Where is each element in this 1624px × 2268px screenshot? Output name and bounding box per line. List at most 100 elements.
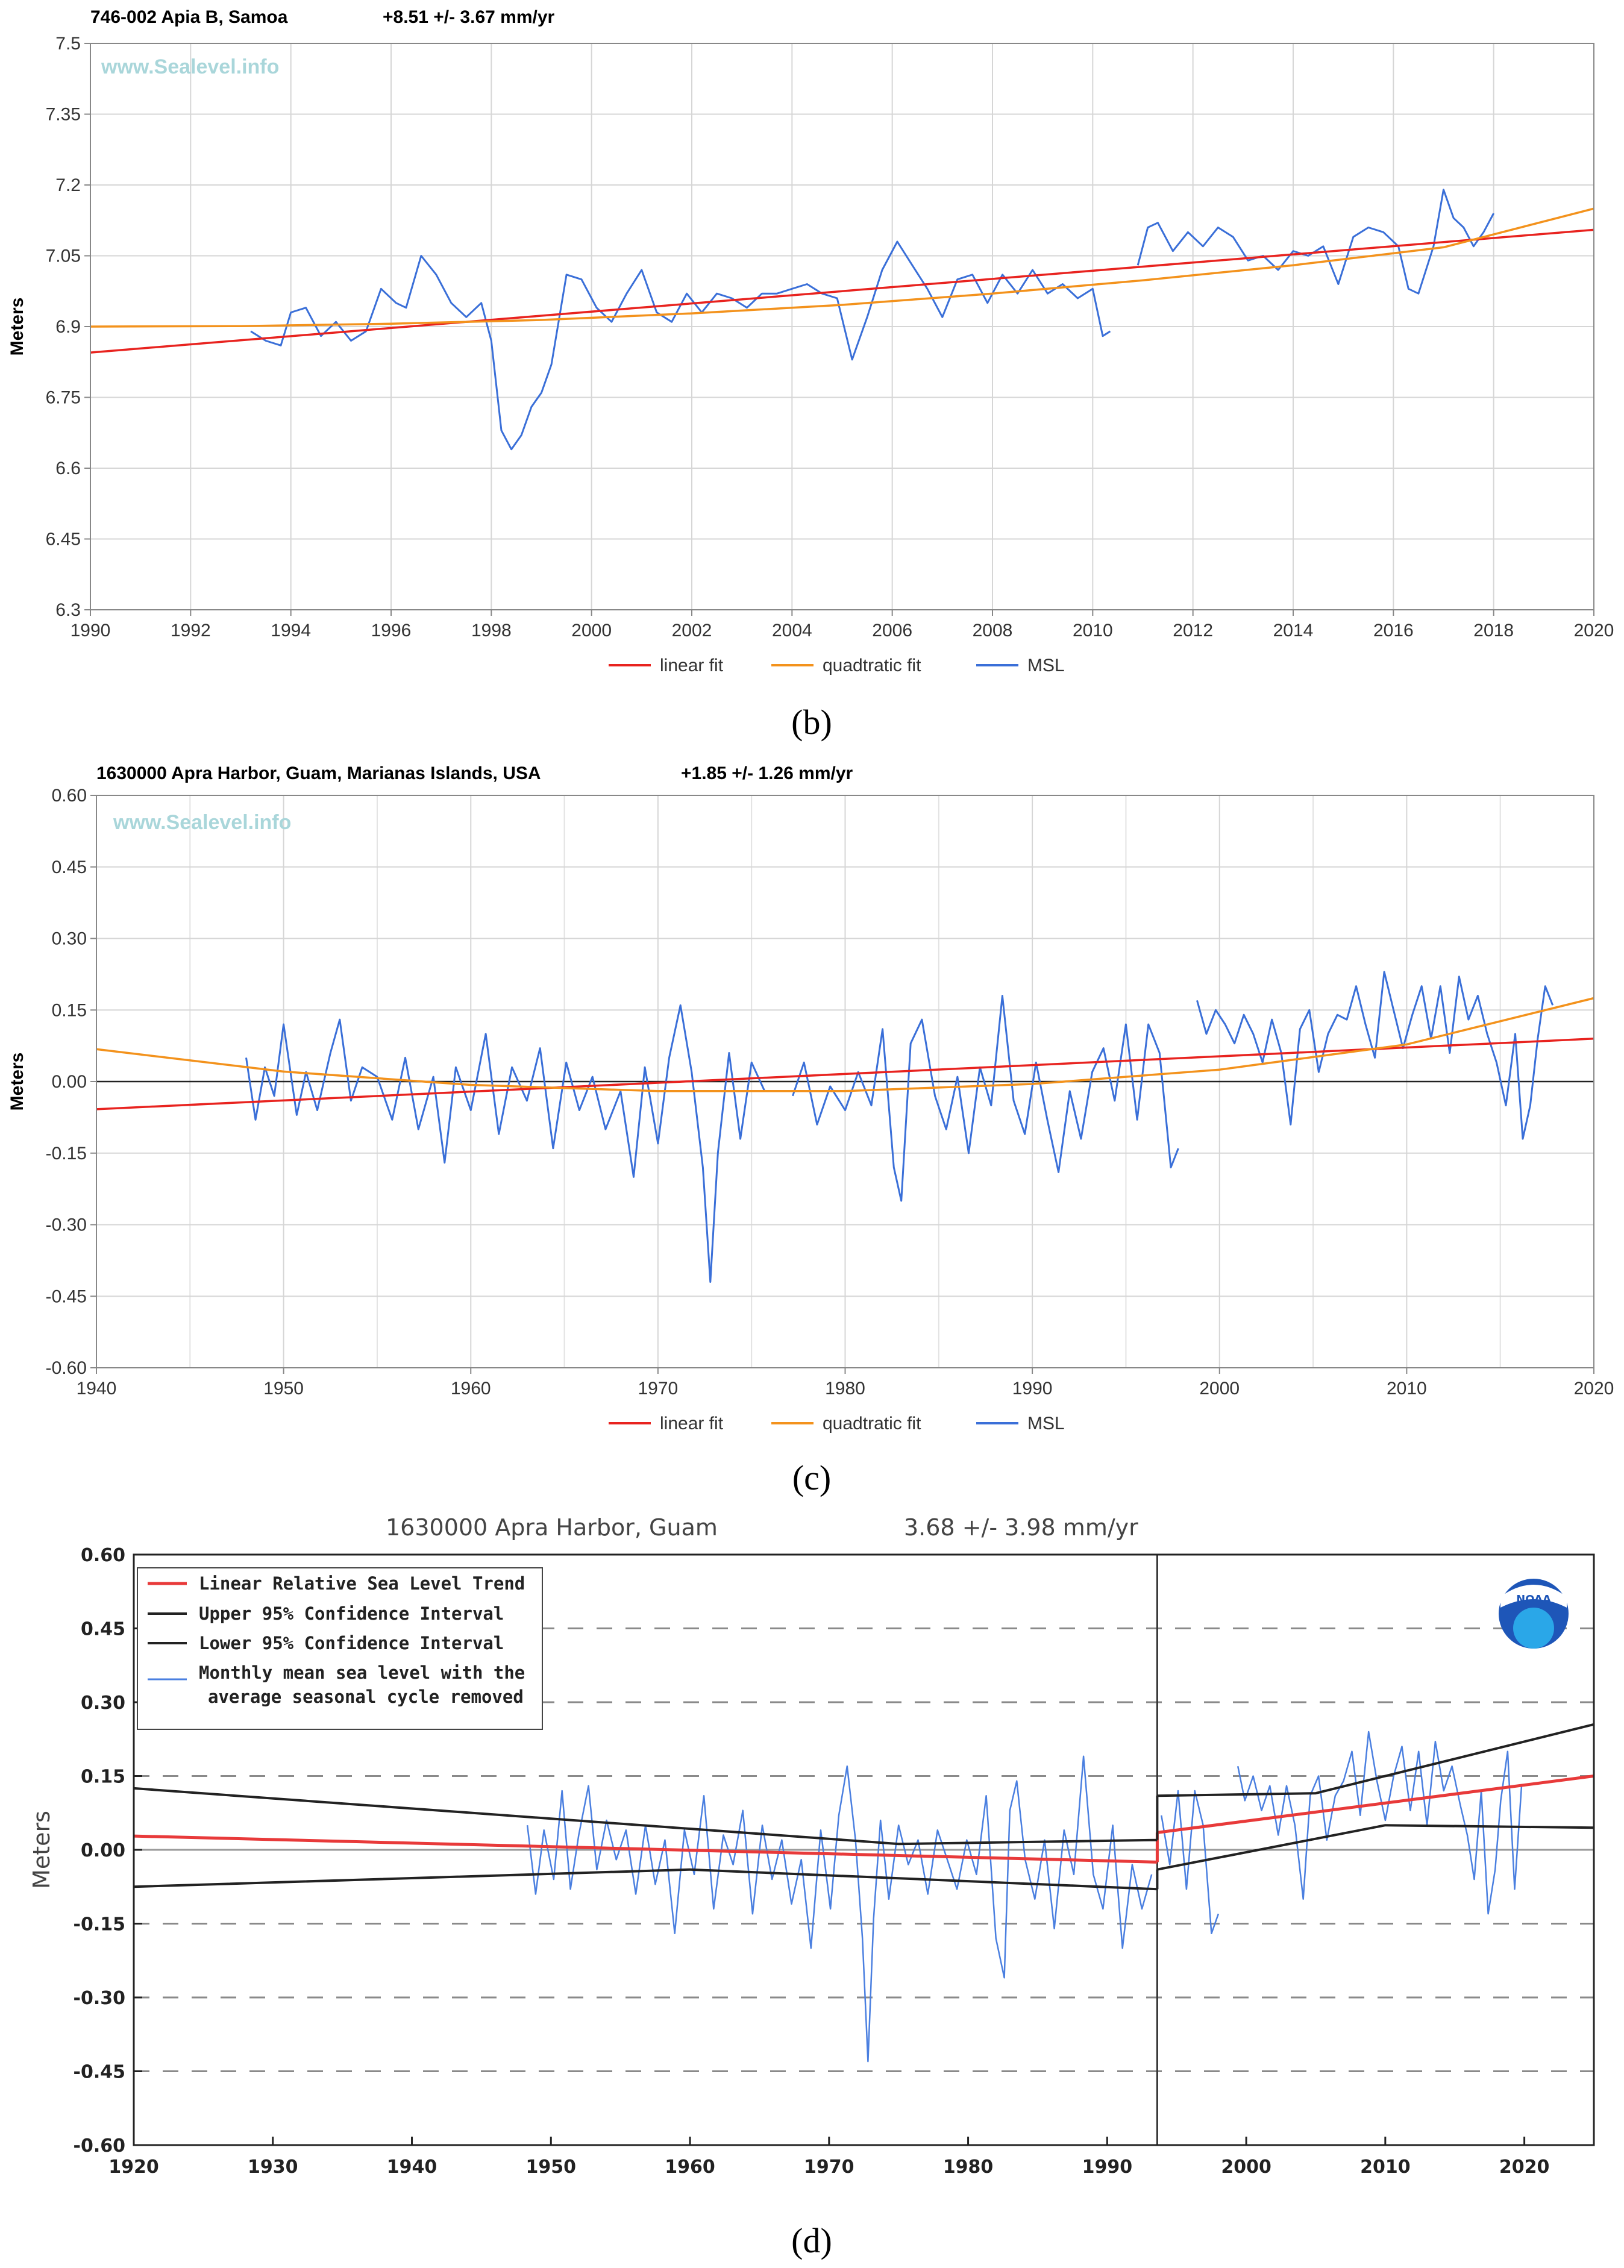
chart-d-x-ticks: 1920 1930 1940 1950 1960 1970 1980 1990 2000 2010… (108, 2137, 1549, 2178)
chart-d-ytick-label--0.15: -0.15 (74, 1914, 125, 1935)
chart-b-x-ticks: 1990 1992 1994 1996 1998 2000 2002 2004 2006 2008… (71, 610, 1614, 641)
legend-d-upper-label: Upper 95% Confidence Interval (199, 1603, 504, 1624)
legend-d-lower-label: Lower 95% Confidence Interval (199, 1633, 504, 1653)
chart-b-ytick-label-6.9: 6.9 (55, 317, 81, 337)
chart-d-msl-segment-0 (526, 1755, 1153, 2063)
chart-d-xtick-label-1990: 1990 (1082, 2157, 1133, 2178)
chart-c-xtick-label-1970: 1970 (638, 1379, 679, 1399)
chart-d-y-axis-label: Meters (28, 1811, 55, 1889)
chart-d-trend: 3.68 +/- 3.98 mm/yr (904, 1514, 1138, 1541)
chart-d-xtick-label-1920: 1920 (108, 2157, 159, 2178)
chart-d-ytick-label-0.30: 0.30 (81, 1693, 125, 1714)
chart-b-ytick-label-6.3: 6.3 (55, 600, 81, 620)
chart-c-xtick-label-2000: 2000 (1199, 1379, 1240, 1399)
chart-b-xtick-label-1994: 1994 (271, 621, 311, 641)
chart-c-xtick-label-1950: 1950 (263, 1379, 304, 1399)
chart-c-ytick-label--0.15: -0.15 (46, 1144, 87, 1164)
chart-c-xtick-label-2010: 2010 (1387, 1379, 1427, 1399)
chart-b-ytick-label-6.45: 6.45 (46, 530, 81, 550)
noaa-logo: NOAA (1499, 1579, 1569, 1649)
chart-b-title: 746-002 Apia B, Samoa (90, 7, 288, 27)
chart-c-ytick-label--0.30: -0.30 (46, 1215, 87, 1235)
chart-d-title: 1630000 Apra Harbor, Guam (386, 1514, 718, 1541)
legend-b-quadratic-label: quadtratic fit (823, 656, 921, 675)
chart-c-xtick-label-1940: 1940 (77, 1379, 117, 1399)
chart-c-x-ticks: 1940 1950 1960 1970 1980 1990 2000 2010 2020 (77, 1368, 1614, 1399)
chart-d-series-2-after (1157, 1824, 1594, 1871)
chart-b-xtick-label-2002: 2002 (672, 621, 712, 641)
chart-b-xtick-label-1992: 1992 (171, 621, 211, 641)
chart-b-ytick-label-7.5: 7.5 (55, 34, 81, 54)
chart-d-xtick-label-1930: 1930 (248, 2157, 298, 2178)
chart-d-legend: Linear Relative Sea Level Trend Upper 95… (137, 1567, 543, 1730)
chart-b-xtick-label-2010: 2010 (1073, 621, 1113, 641)
chart-b-xtick-label-2006: 2006 (872, 621, 912, 641)
chart-c-xtick-label-2020: 2020 (1574, 1379, 1614, 1399)
chart-d-xtick-label-1960: 1960 (665, 2157, 715, 2178)
chart-b-gridlines (90, 43, 1594, 610)
chart-b-xtick-label-2000: 2000 (571, 621, 612, 641)
chart-b-ytick-label-7.05: 7.05 (46, 246, 81, 266)
chart-d-series-1-before (133, 1787, 1158, 1846)
chart-d-xtick-label-1940: 1940 (387, 2157, 437, 2178)
legend-d-box (137, 1567, 543, 1730)
chart-d-series-0-before (133, 1834, 1158, 1864)
chart-d-ytick-label--0.30: -0.30 (74, 1988, 125, 2009)
chart-d-ytick-label-0.45: 0.45 (81, 1619, 125, 1640)
chart-b-msl-segment-1 (1136, 189, 1495, 295)
chart-b-xtick-label-2012: 2012 (1173, 621, 1213, 641)
chart-panel-d: 1630000 Apra Harbor, Guam 3.68 +/- 3.98 … (28, 1514, 1595, 2260)
chart-c-msl-segment-1 (792, 995, 1179, 1202)
chart-b-xtick-label-2014: 2014 (1273, 621, 1314, 641)
chart-c-plot-area (96, 795, 1594, 1368)
chart-b-xtick-label-1996: 1996 (371, 621, 412, 641)
chart-c-legend: linear fit quadtratic fit MSL (609, 1414, 1065, 1433)
chart-c-ytick-label-0.00: 0.00 (52, 1072, 87, 1092)
chart-d-ytick-label-0.00: 0.00 (81, 1840, 125, 1861)
chart-c-xtick-label-1980: 1980 (825, 1379, 865, 1399)
chart-c-xtick-label-1990: 1990 (1012, 1379, 1053, 1399)
chart-c-msl-segment-2 (1196, 971, 1554, 1140)
chart-d-gridlines (134, 1555, 1594, 2145)
chart-c-series-quadtratic-fit (96, 997, 1594, 1092)
chart-b-legend: linear fit quadtratic fit MSL (609, 656, 1065, 675)
chart-c-series-linear-fit (96, 1038, 1594, 1111)
caption-d: (d) (791, 2221, 832, 2260)
chart-d-xtick-label-2010: 2010 (1360, 2157, 1411, 2178)
chart-b-series-linear-fit (90, 228, 1594, 354)
legend-c-msl-label: MSL (1027, 1414, 1065, 1433)
chart-b-y-axis-label: Meters (7, 298, 27, 356)
legend-c-quadratic-label: quadtratic fit (823, 1414, 921, 1433)
chart-d-ytick-label-0.60: 0.60 (81, 1545, 125, 1566)
chart-d-msl-segment-1 (1161, 1790, 1220, 1935)
chart-panel-b: 746-002 Apia B, Samoa +8.51 +/- 3.67 mm/… (7, 7, 1614, 742)
chart-d-ytick-label-0.15: 0.15 (81, 1767, 125, 1788)
chart-b-watermark: www.Sealevel.info (101, 55, 279, 78)
chart-d-xtick-label-2000: 2000 (1221, 2157, 1271, 2178)
chart-d-xtick-label-1970: 1970 (804, 2157, 854, 2178)
chart-b-series (90, 189, 1594, 451)
chart-b-ytick-label-6.75: 6.75 (46, 388, 81, 408)
chart-b-trend: +8.51 +/- 3.67 mm/yr (383, 7, 555, 27)
chart-c-msl-segment-0 (245, 1004, 766, 1283)
chart-d-series (133, 1723, 1594, 2063)
chart-d-xtick-label-2020: 2020 (1499, 2157, 1550, 2178)
chart-b-xtick-label-2020: 2020 (1574, 621, 1614, 641)
chart-d-ytick-label--0.45: -0.45 (74, 2062, 125, 2083)
chart-b-series-quadtratic-fit (90, 207, 1594, 328)
chart-c-ytick-label-0.45: 0.45 (52, 857, 87, 877)
chart-b-plot-area (90, 43, 1594, 610)
legend-d-trend-label: Linear Relative Sea Level Trend (199, 1573, 525, 1594)
legend-b-linear-label: linear fit (660, 656, 724, 675)
chart-c-y-axis-label: Meters (7, 1053, 27, 1111)
chart-b-xtick-label-2018: 2018 (1473, 621, 1514, 641)
chart-b-ytick-label-7.2: 7.2 (55, 175, 81, 195)
chart-c-ytick-label-0.30: 0.30 (52, 929, 87, 949)
legend-c-linear-label: linear fit (660, 1414, 724, 1433)
noaa-logo-text: NOAA (1516, 1593, 1551, 1606)
chart-b-ytick-label-7.35: 7.35 (46, 105, 81, 125)
chart-b-xtick-label-2016: 2016 (1373, 621, 1414, 641)
chart-b-xtick-label-1998: 1998 (471, 621, 512, 641)
chart-c-title: 1630000 Apra Harbor, Guam, Marianas Isla… (96, 763, 541, 783)
